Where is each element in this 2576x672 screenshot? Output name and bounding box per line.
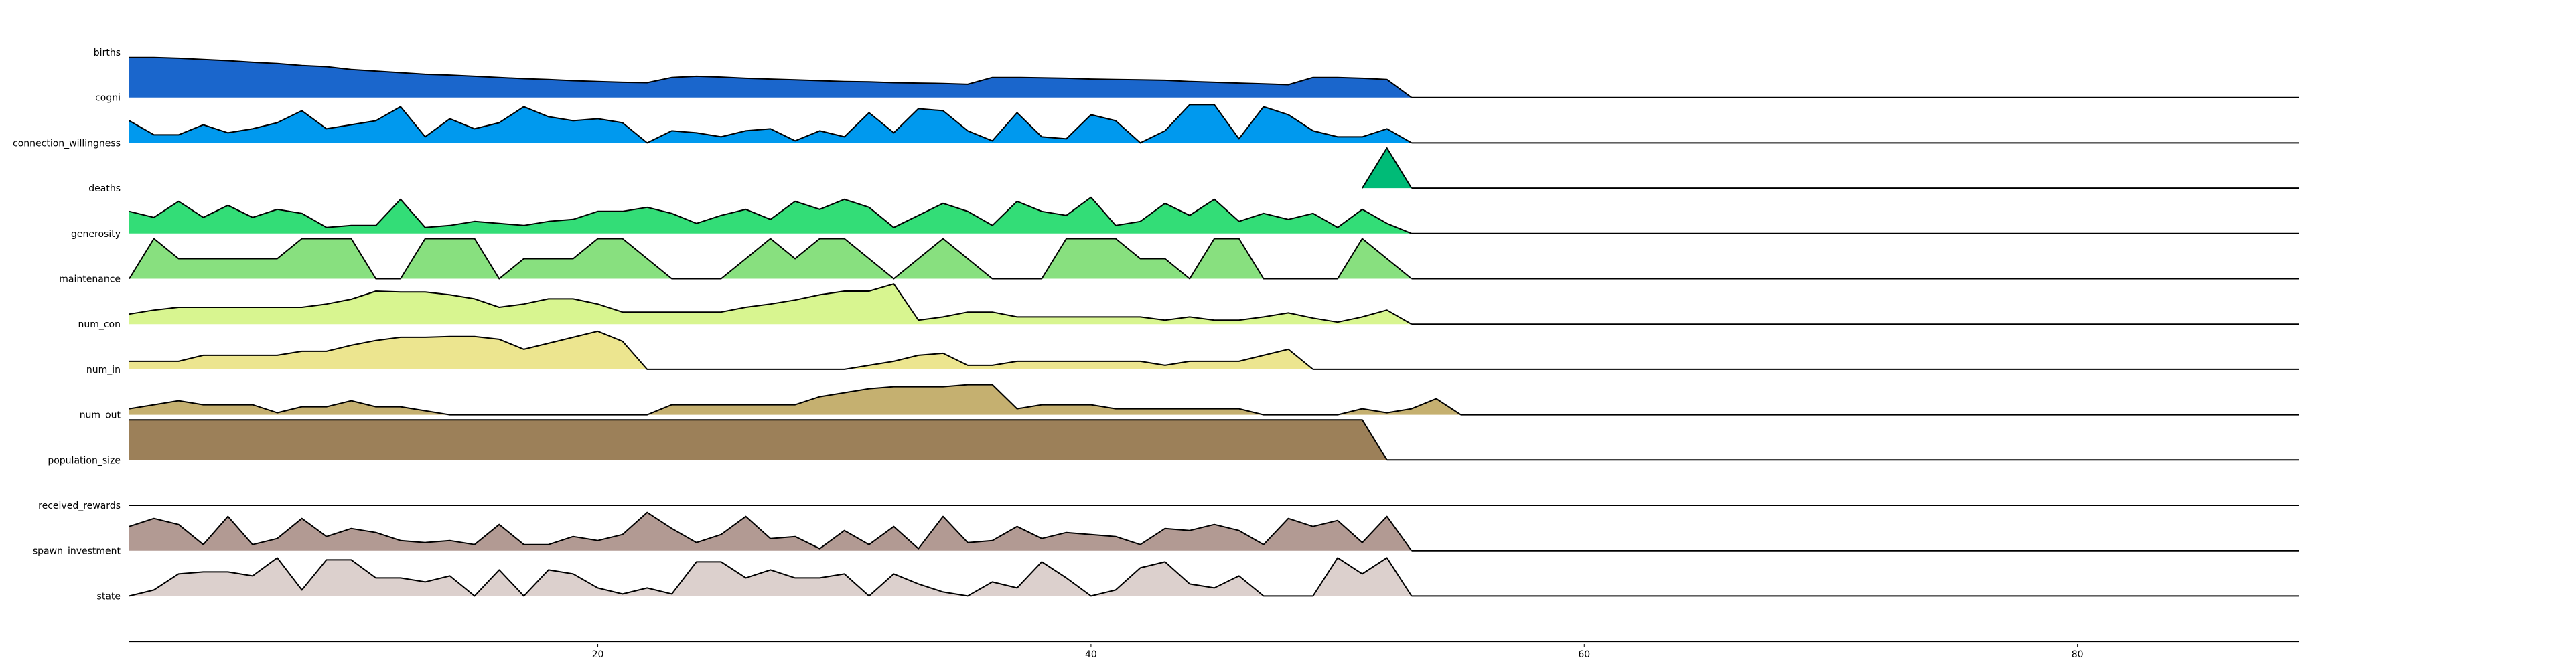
row-label-num_out: num_out <box>80 410 121 421</box>
line-spawn_investment <box>129 557 1413 597</box>
x-tick-label-80: 80 <box>2072 649 2084 660</box>
line-cogni <box>129 104 1412 144</box>
area-connection_willingness <box>1362 148 1412 189</box>
area-num_in <box>129 384 1461 415</box>
series-num_in <box>129 384 2299 416</box>
x-tick-label-20: 20 <box>592 649 604 660</box>
series-num_con <box>129 330 2299 370</box>
area-cogni <box>129 104 1412 143</box>
series-connection_willingness <box>1362 147 2299 189</box>
row-label-population_size: population_size <box>48 455 121 466</box>
row-label-num_in: num_in <box>86 365 121 375</box>
row-label-births: births <box>94 48 121 58</box>
row-label-num_con: num_con <box>78 319 121 330</box>
x-tick-label-60: 60 <box>1578 649 1590 660</box>
row-label-connection_willingness: connection_willingness <box>13 138 121 149</box>
series-maintenance <box>129 283 2299 325</box>
area-num_out <box>129 420 1387 460</box>
series-num_out <box>129 419 2299 461</box>
series-births <box>129 56 2299 98</box>
series-generosity <box>129 238 2299 280</box>
line-maintenance <box>129 283 1412 325</box>
area-generosity <box>129 238 1412 279</box>
row-label-generosity: generosity <box>71 229 121 240</box>
row-label-maintenance: maintenance <box>59 274 121 285</box>
row-label-spawn_investment: spawn_investment <box>33 546 121 557</box>
line-num_out <box>129 419 1388 460</box>
area-spawn_investment <box>129 558 1412 596</box>
row-label-deaths: deaths <box>88 183 121 194</box>
line-deaths <box>129 196 1412 234</box>
area-births <box>129 57 1412 98</box>
line-generosity <box>129 238 1413 280</box>
series-spawn_investment <box>129 557 2299 597</box>
row-label-cogni: cogni <box>95 93 121 104</box>
line-births <box>129 56 1413 98</box>
area-received_rewards <box>129 512 1412 551</box>
area-num_con <box>129 331 1313 369</box>
series-received_rewards <box>129 511 2299 552</box>
line-received_rewards <box>129 511 1413 552</box>
series-cogni <box>129 104 2299 144</box>
line-num_in <box>129 384 1461 416</box>
series-deaths <box>129 196 2299 234</box>
area-deaths <box>129 197 1412 234</box>
area-maintenance <box>129 284 1412 325</box>
x-tick-label-40: 40 <box>1085 649 1097 660</box>
row-label-state: state <box>97 591 121 602</box>
line-connection_willingness <box>1362 147 1413 189</box>
line-num_con <box>129 330 1313 370</box>
row-label-received_rewards: received_rewards <box>38 501 121 511</box>
